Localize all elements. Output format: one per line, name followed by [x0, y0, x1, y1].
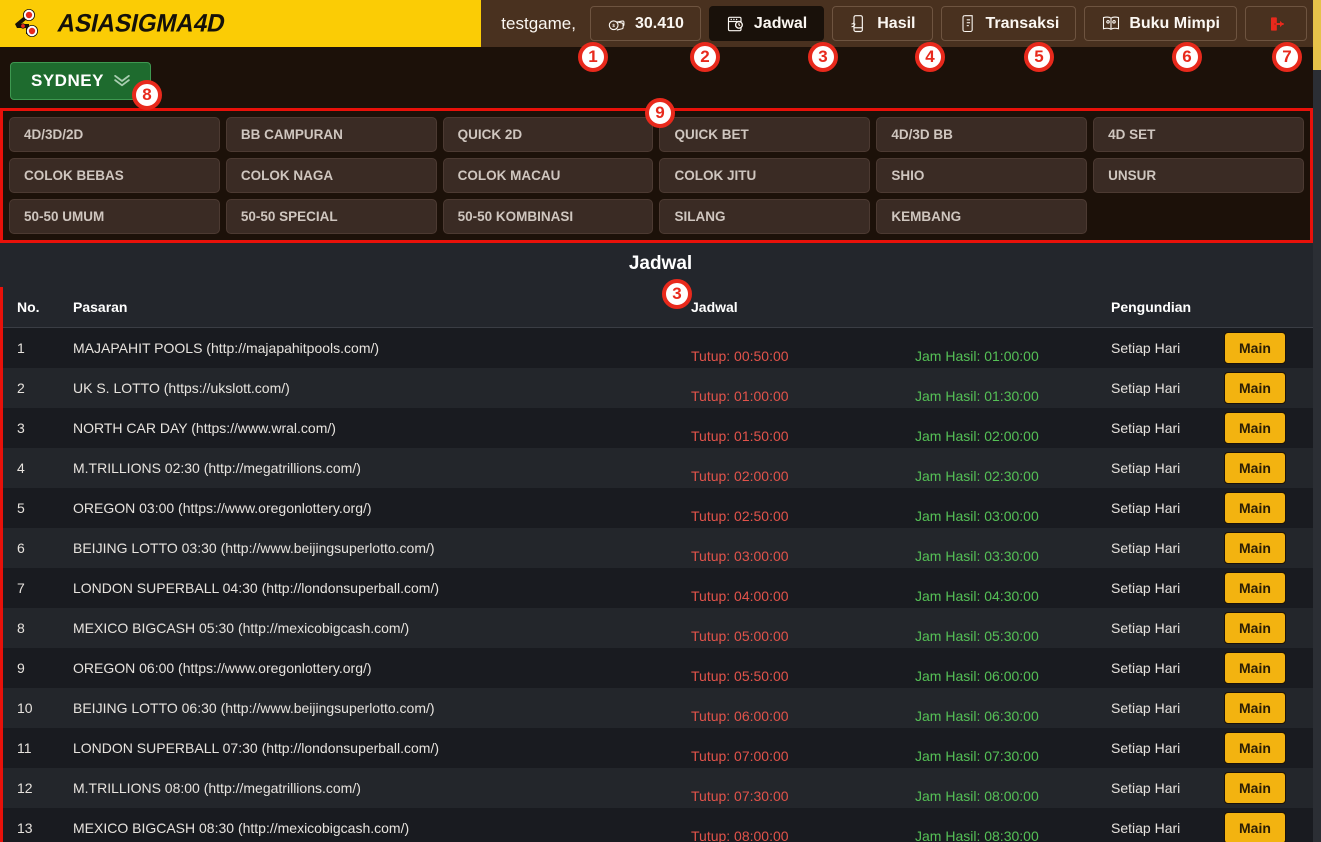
svg-text:$: $	[612, 23, 615, 28]
